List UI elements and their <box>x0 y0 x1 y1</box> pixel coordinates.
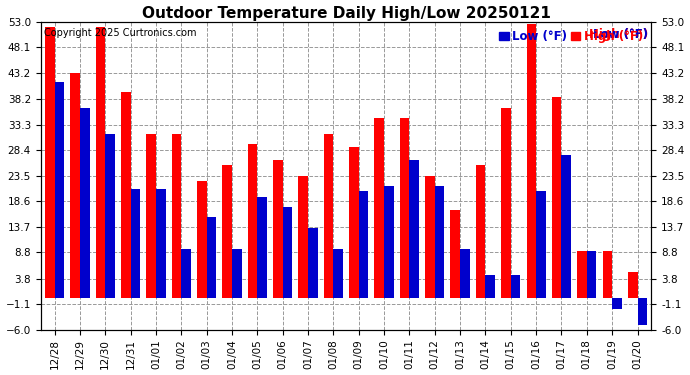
Bar <box>435 186 444 298</box>
Bar <box>70 73 80 298</box>
Bar <box>476 165 486 298</box>
Bar <box>451 210 460 298</box>
Bar <box>257 196 267 298</box>
Bar <box>501 108 511 298</box>
Bar <box>96 27 106 299</box>
Bar <box>121 92 130 298</box>
Bar <box>586 251 596 298</box>
Bar <box>172 134 181 298</box>
Text: High (°F): High (°F) <box>589 28 649 41</box>
Bar <box>45 27 55 299</box>
Bar <box>80 108 90 298</box>
Bar <box>146 134 156 298</box>
Bar <box>425 176 435 298</box>
Bar <box>273 160 283 298</box>
Bar <box>156 189 166 298</box>
Bar <box>526 24 536 299</box>
Bar <box>359 191 368 298</box>
Bar <box>349 147 359 298</box>
Bar <box>384 186 394 298</box>
Bar <box>511 275 520 298</box>
Text: Low (°F): Low (°F) <box>593 28 648 41</box>
Bar <box>207 217 216 298</box>
Bar <box>536 191 546 298</box>
Bar <box>578 251 586 298</box>
Bar <box>486 275 495 298</box>
Bar <box>308 228 317 298</box>
Bar <box>562 155 571 298</box>
Text: Copyright 2025 Curtronics.com: Copyright 2025 Curtronics.com <box>43 28 196 38</box>
Bar <box>333 249 343 298</box>
Bar <box>602 251 612 298</box>
Bar <box>283 207 293 298</box>
Title: Outdoor Temperature Daily High/Low 20250121: Outdoor Temperature Daily High/Low 20250… <box>141 6 551 21</box>
Bar <box>181 249 191 298</box>
Bar <box>222 165 232 298</box>
Bar <box>460 249 470 298</box>
Bar <box>628 272 638 298</box>
Bar <box>248 144 257 298</box>
Bar <box>409 160 419 298</box>
Bar <box>298 176 308 298</box>
Bar <box>232 249 241 298</box>
Bar <box>197 181 207 298</box>
Bar <box>130 189 140 298</box>
Bar <box>324 134 333 298</box>
Bar <box>375 118 384 298</box>
Bar <box>612 298 622 309</box>
Bar <box>400 118 409 298</box>
Bar <box>106 134 115 298</box>
Legend: Low (°F), High (°F): Low (°F), High (°F) <box>497 28 646 45</box>
Bar <box>55 82 64 298</box>
Bar <box>638 298 647 324</box>
Bar <box>552 98 562 298</box>
